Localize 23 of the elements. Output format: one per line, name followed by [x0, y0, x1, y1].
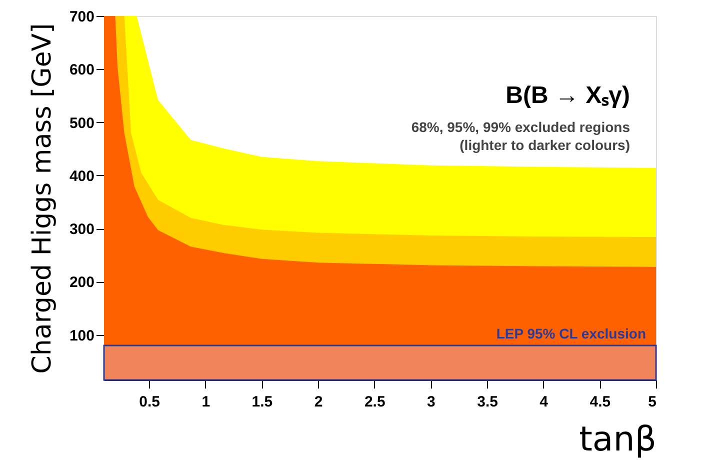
y-tick-label: 500	[69, 114, 94, 132]
y-axis-title: Charged Higgs mass [GeV]	[27, 23, 58, 374]
y-tick-label: 200	[69, 274, 94, 292]
y-tick-label: 100	[69, 327, 94, 344]
x-tick-label: 1	[202, 394, 210, 410]
annotation: (lighter to darker colours)	[460, 137, 630, 153]
band-label: LEP 95% CL exclusion	[496, 325, 646, 342]
annotation: 68%, 95%, 99% excluded regions	[411, 119, 630, 135]
x-tick-label: 3.5	[477, 394, 498, 410]
y-tick-label: 300	[69, 221, 94, 238]
x-tick-label: 4	[540, 394, 549, 410]
x-tick-label: 2.5	[364, 394, 386, 410]
y-tick-label: 400	[69, 168, 94, 185]
x-tick-label: 2	[314, 394, 323, 410]
x-tick-label: 0.5	[139, 394, 160, 410]
x-axis-title: tanβ	[579, 420, 656, 460]
annotation: B(B → Xₛγ)	[506, 82, 630, 109]
y-tick-label: 700	[69, 8, 94, 26]
x-tick-label: 1.5	[252, 394, 273, 410]
x-tick-label: 4.5	[590, 394, 611, 410]
y-tick-label: 600	[69, 62, 94, 79]
x-tick-label: 3	[427, 394, 436, 410]
x-tick-label: 5	[648, 394, 656, 410]
